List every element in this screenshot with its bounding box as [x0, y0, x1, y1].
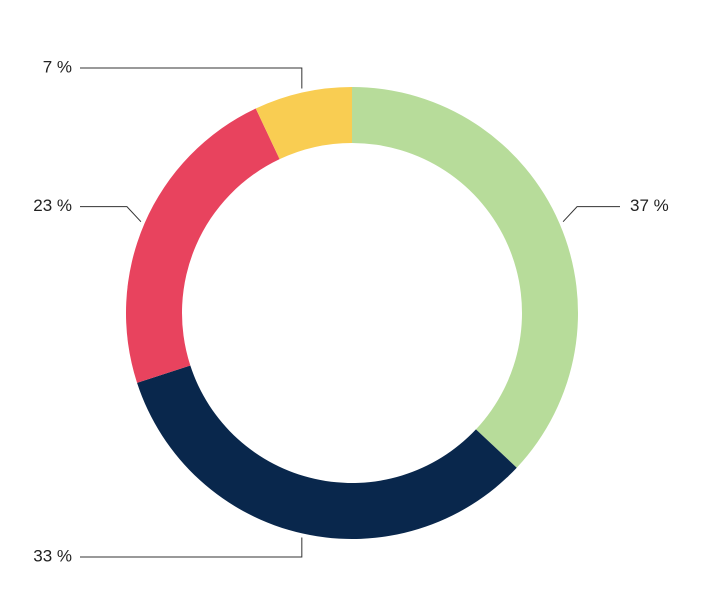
donut-slice [126, 108, 280, 383]
leader-line [562, 206, 620, 222]
value-label: 33 % [33, 546, 72, 565]
leader-line [80, 537, 303, 558]
leader-line [80, 67, 303, 89]
donut-slice [352, 87, 578, 468]
donut-slice [137, 365, 517, 539]
value-label: 7 % [43, 57, 72, 76]
value-label: 23 % [33, 196, 72, 215]
value-label: 37 % [630, 196, 669, 215]
leader-line [80, 206, 142, 222]
donut-slice [255, 87, 352, 160]
